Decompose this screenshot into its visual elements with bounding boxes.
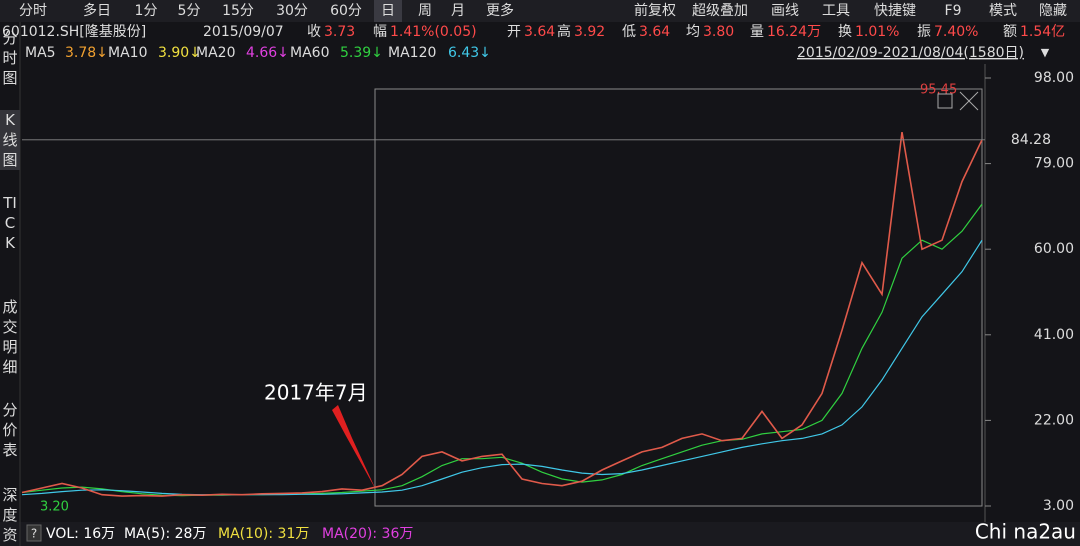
quote-label: 额 xyxy=(1003,24,1017,40)
quote-label: 量 xyxy=(750,24,764,40)
volume-legend: VOL: 16万 xyxy=(46,526,115,542)
y-tick-label: 3.00 xyxy=(1043,498,1074,514)
date-range[interactable]: 2015/02/09-2021/08/04(1580日) xyxy=(797,45,1024,61)
quote-value: 3.73 xyxy=(324,24,355,40)
side-tab[interactable]: 分价表 xyxy=(2,401,18,459)
ma-line xyxy=(21,203,983,497)
tab[interactable]: 1分 xyxy=(135,3,158,19)
tab[interactable]: 5分 xyxy=(178,3,201,19)
tab[interactable]: 日 xyxy=(381,3,395,19)
stock-code: 601012.SH[隆基股份] xyxy=(2,23,146,40)
quote-value: 16.24万 xyxy=(767,24,821,40)
volume-legend: MA(20): 36万 xyxy=(322,526,413,542)
price-line xyxy=(21,131,983,497)
quote-label: 收 xyxy=(307,24,321,40)
ma-value: 4.66↓ xyxy=(246,45,289,61)
annotation: 95.45 xyxy=(920,83,957,98)
ma-name: MA5 xyxy=(25,45,56,61)
tool-button[interactable]: 工具 xyxy=(822,3,850,19)
quote-label: 换 xyxy=(838,23,852,40)
ma-value: 3.90↓ xyxy=(158,45,201,61)
ma-name: MA10 xyxy=(108,45,147,61)
tab[interactable]: 多日 xyxy=(83,2,111,19)
ma-value: 6.43↓ xyxy=(448,45,491,61)
quote-label: 均 xyxy=(686,24,700,40)
tab-highlight xyxy=(374,0,402,22)
last-price-label: 84.28 xyxy=(1011,132,1051,148)
quote-date: 2015/09/07 xyxy=(203,24,284,40)
y-tick-label: 60.00 xyxy=(1034,241,1074,257)
last-price-box xyxy=(1003,129,1075,150)
side-tab[interactable]: 深度资 xyxy=(2,486,18,544)
side-tab[interactable]: 成交明细 xyxy=(2,298,18,376)
tab[interactable]: 更多 xyxy=(486,2,514,19)
side-tab[interactable]: K线图 xyxy=(0,110,20,170)
svg-text:▼: ▼ xyxy=(1041,46,1050,59)
quote-value: 7.40% xyxy=(934,24,978,40)
ma-name: MA20 xyxy=(196,45,235,61)
tool-button[interactable]: 画线 xyxy=(771,3,799,19)
y-tick-label: 79.00 xyxy=(1034,156,1074,172)
quote-value: 1.54亿 xyxy=(1020,24,1065,40)
tab[interactable]: 15分 xyxy=(222,3,254,19)
tool-button[interactable]: 模式 xyxy=(989,3,1017,19)
quote-value: 1.41%(0.05) xyxy=(390,24,477,40)
svg-text:?: ? xyxy=(31,527,37,541)
quote-value: 3.64 xyxy=(524,24,555,40)
annotation: 3.20 xyxy=(40,500,69,515)
ma-value: 3.78↓ xyxy=(65,45,108,61)
ma-value: 5.39↓ xyxy=(340,45,383,61)
tab[interactable]: 60分 xyxy=(330,3,362,19)
quote-label: 幅 xyxy=(373,24,387,40)
quote-value: 3.92 xyxy=(574,24,605,40)
tool-button[interactable]: 前复权 xyxy=(634,2,676,19)
quote-label: 低 xyxy=(622,24,636,40)
y-tick-label: 98.00 xyxy=(1034,70,1074,86)
quote-label: 高 xyxy=(557,23,571,40)
volume-legend: MA(10): 31万 xyxy=(218,526,309,542)
tab[interactable]: 周 xyxy=(418,3,432,19)
tool-button[interactable]: F9 xyxy=(945,3,962,19)
tool-button[interactable]: 超级叠加 xyxy=(692,3,748,19)
y-tick-label: 41.00 xyxy=(1034,327,1074,343)
ma-name: MA60 xyxy=(290,45,329,61)
quote-value: 3.64 xyxy=(639,24,670,40)
side-tab[interactable]: TICK xyxy=(3,194,17,252)
tool-button[interactable]: 快捷键 xyxy=(874,3,916,19)
tool-button[interactable]: 隐藏 xyxy=(1039,3,1067,19)
tab[interactable]: 分时 xyxy=(19,3,47,19)
annotation: 2017年7月 xyxy=(264,381,368,405)
quote-label: 开 xyxy=(507,24,521,40)
ma-name: MA120 xyxy=(388,45,436,61)
y-tick-label: 22.00 xyxy=(1034,412,1074,428)
tab[interactable]: 30分 xyxy=(276,3,308,19)
volume-legend: MA(5): 28万 xyxy=(124,526,206,542)
quote-value: 1.01% xyxy=(855,24,899,40)
tab[interactable]: 月 xyxy=(451,3,465,19)
quote-label: 振 xyxy=(917,24,931,40)
side-tab[interactable]: 分时图 xyxy=(2,29,18,87)
quote-value: 3.80 xyxy=(703,24,734,40)
ma-line xyxy=(21,239,983,496)
watermark: Chi na2au xyxy=(975,520,1076,544)
